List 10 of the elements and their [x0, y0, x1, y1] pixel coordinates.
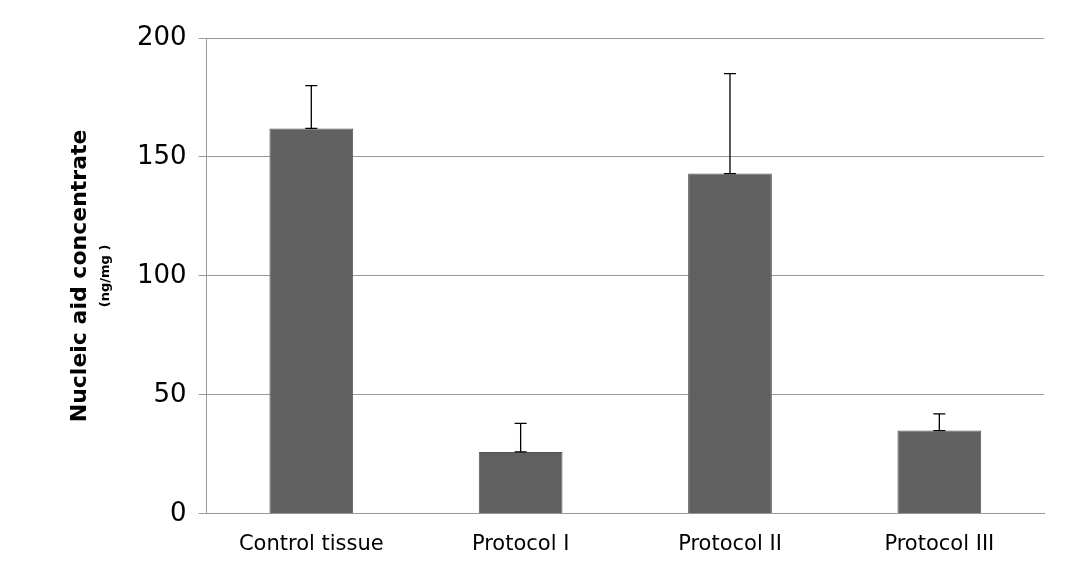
y-tick-label: 50	[153, 377, 187, 408]
y-axis-title: Nucleic aid concentrate (ng/mg )	[65, 129, 113, 423]
x-tick-label: Protocol III	[884, 530, 995, 555]
y-tick-label: 200	[136, 20, 187, 51]
x-tick-label: Protocol I	[471, 530, 570, 555]
y-tick-label: 100	[136, 258, 187, 289]
x-tick-label: Protocol II	[678, 530, 782, 555]
x-tick-label: Control tissue	[238, 530, 384, 555]
y-tick-label: 150	[136, 139, 187, 170]
y-tick-label: 0	[170, 496, 187, 527]
